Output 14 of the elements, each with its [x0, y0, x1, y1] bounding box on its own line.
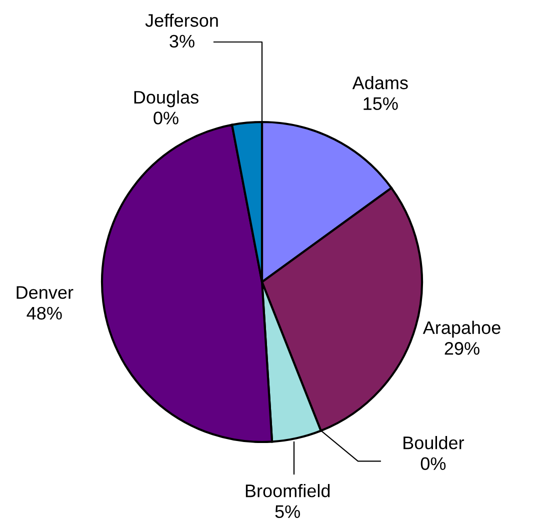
data-label: 3% [170, 34, 194, 48]
slice-label: Denver [16, 286, 74, 299]
category-label: Douglas [134, 90, 198, 108]
text: 0% [420, 457, 446, 470]
slice-label: Arapahoe [422, 320, 500, 338]
text: 0% [154, 112, 178, 124]
slice-label: Jefferson [145, 14, 218, 27]
data-label: 5% [275, 505, 300, 518]
data-label: 15% [364, 97, 398, 110]
data-label: 48% [26, 306, 62, 320]
legend-label: Boulder [404, 436, 464, 450]
slice-label: Broomfield [246, 484, 330, 498]
data-label: 29% [444, 342, 480, 355]
slice-label: Adams [352, 76, 408, 90]
